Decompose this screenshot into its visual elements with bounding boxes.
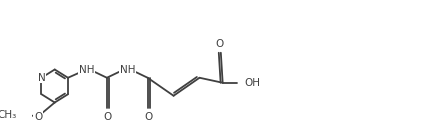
Text: O: O (34, 112, 42, 121)
Text: O: O (144, 112, 152, 122)
Text: NH: NH (79, 65, 94, 75)
Text: O: O (215, 39, 224, 49)
Text: OH: OH (243, 78, 260, 88)
Text: NH: NH (119, 65, 135, 75)
Text: O: O (104, 112, 112, 122)
Text: CH₃: CH₃ (0, 109, 17, 120)
Text: N: N (37, 73, 45, 83)
